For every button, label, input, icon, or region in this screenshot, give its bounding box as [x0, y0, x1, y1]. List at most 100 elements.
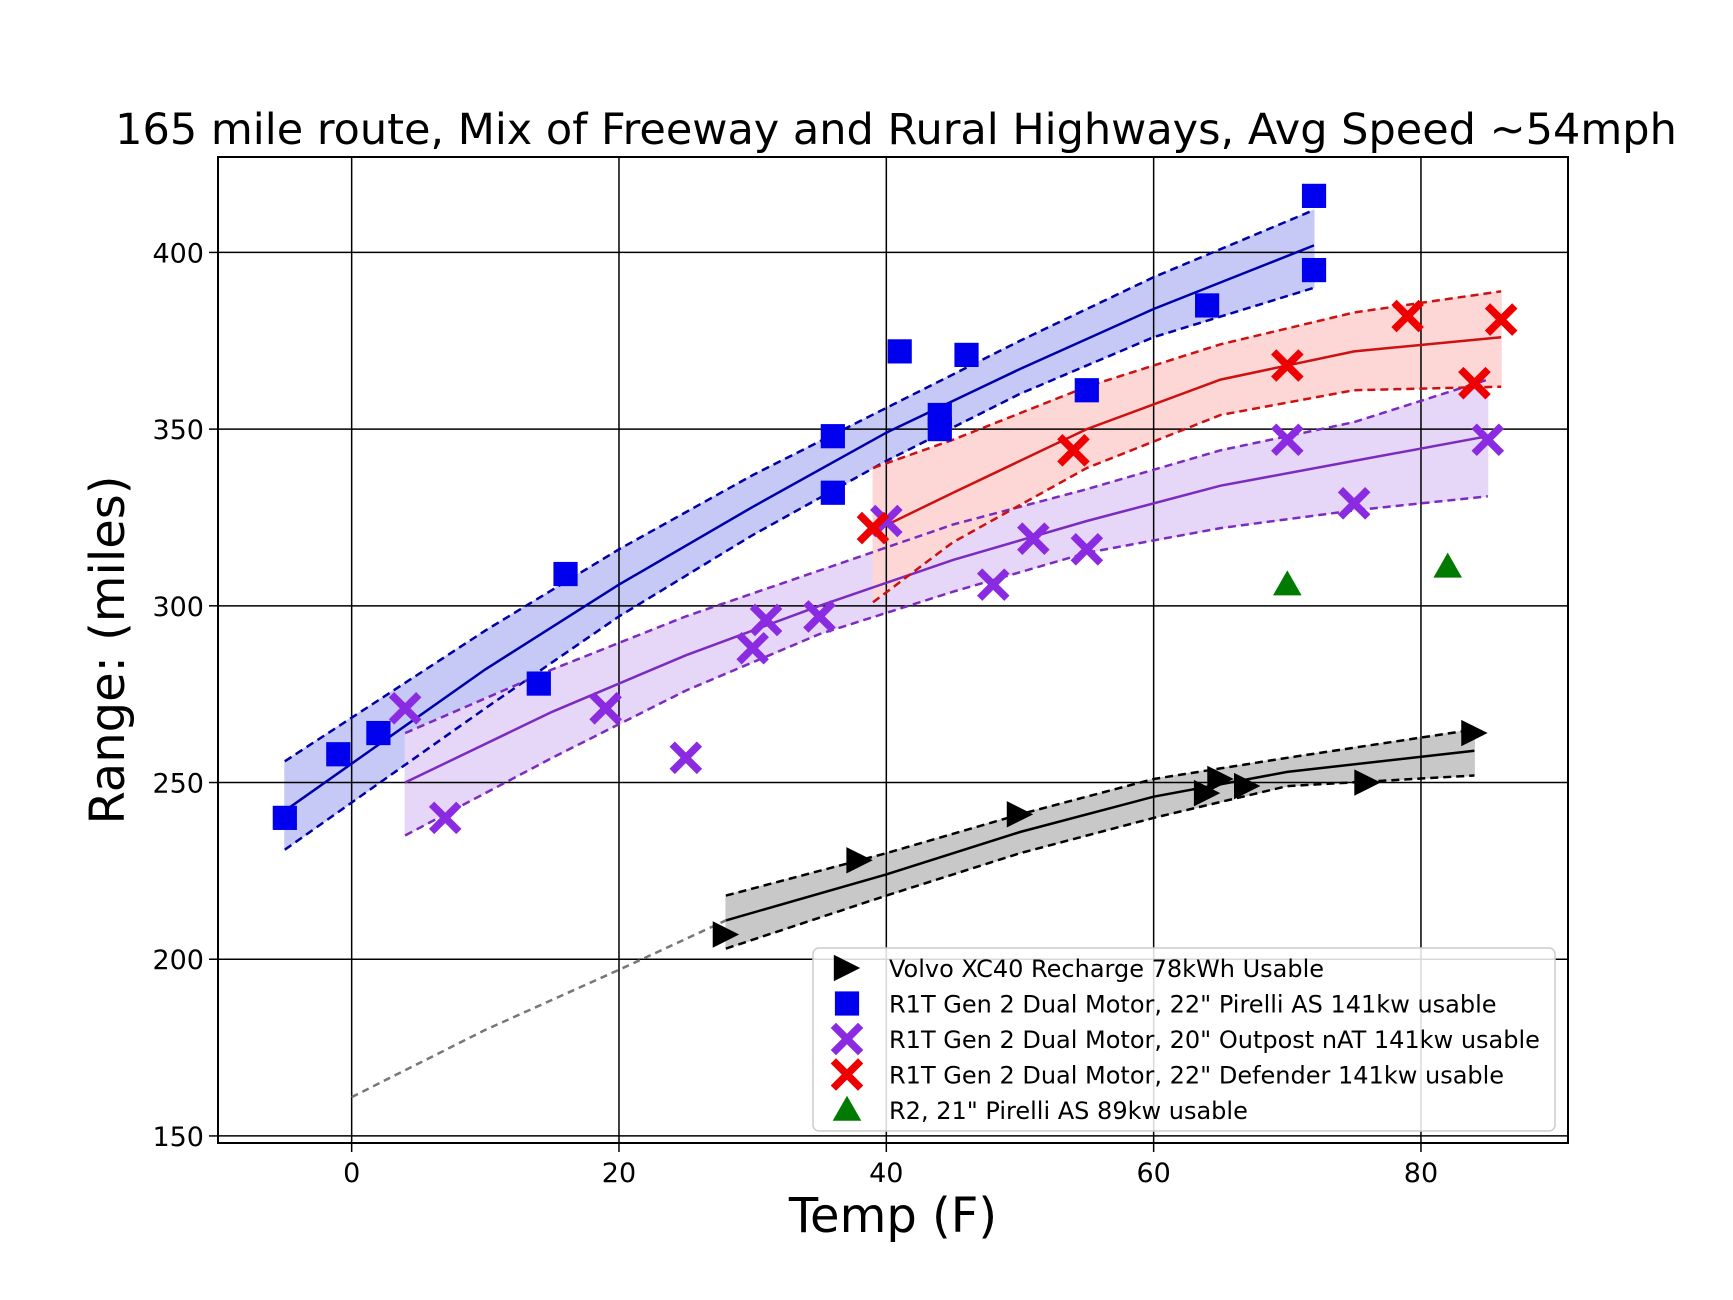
fit-lines	[284, 208, 1502, 1099]
chart-title: 165 mile route, Mix of Freeway and Rural…	[115, 105, 1677, 155]
data-point-3-4-stroke-b	[1458, 366, 1491, 400]
data-point-1-1	[326, 742, 351, 767]
data-point-0-5	[1234, 772, 1261, 800]
series-0-markers	[712, 719, 1488, 948]
lower-bound-line-1	[284, 286, 1315, 851]
fit-line-2	[404, 434, 1489, 784]
data-point-0-3	[1193, 779, 1221, 807]
legend-marker-3-stroke-b	[830, 1058, 864, 1091]
extrapolation-line-0	[351, 919, 727, 1099]
data-point-1-7	[887, 339, 912, 364]
data-point-2-8	[976, 568, 1010, 601]
data-point-1-14	[1301, 257, 1327, 283]
data-point-2-0	[388, 692, 422, 725]
data-point-3-4	[1458, 366, 1491, 400]
data-point-3-1	[1057, 434, 1090, 467]
data-point-2-13	[1471, 423, 1505, 457]
data-point-2-2-stroke-b	[589, 692, 622, 725]
fit-line-3	[872, 335, 1502, 533]
series-1-markers	[272, 183, 1327, 830]
data-point-4-1	[1433, 552, 1463, 578]
y-tick-label-200: 200	[152, 945, 204, 976]
data-point-2-5-stroke-b	[749, 603, 783, 637]
data-point-1-10	[954, 342, 979, 368]
data-point-1-9	[927, 417, 952, 442]
x-tick-label-20: 20	[602, 1158, 636, 1189]
data-point-1-12	[1195, 293, 1220, 318]
y-tick-label-150: 150	[152, 1122, 204, 1153]
data-point-2-13-stroke-b	[1471, 423, 1505, 457]
data-point-2-12	[1337, 487, 1371, 520]
legend-marker-4	[832, 1095, 862, 1121]
data-point-2-4-stroke-b	[736, 631, 769, 665]
fit-line-1	[284, 244, 1315, 812]
legend-box	[812, 947, 1556, 1132]
y-tick-label-250: 250	[152, 769, 204, 800]
data-point-0-0	[712, 921, 740, 948]
data-point-2-10	[1070, 532, 1104, 566]
upper-bound-line-2	[404, 378, 1489, 735]
data-point-2-6	[803, 600, 836, 633]
data-point-2-1-stroke-b	[428, 801, 462, 835]
legend-label-0: Volvo XC40 Recharge 78kWh Usable	[889, 955, 1324, 983]
legend-marker-1	[834, 991, 860, 1016]
y-tick-label-300: 300	[152, 592, 204, 623]
data-point-2-3-stroke-b	[669, 741, 703, 775]
data-point-2-1	[428, 801, 462, 835]
data-point-2-11	[1271, 423, 1304, 457]
lower-bound-line-2	[404, 495, 1488, 837]
data-point-1-2	[366, 720, 391, 746]
data-point-1-13	[1301, 183, 1327, 208]
data-point-0-7	[1461, 719, 1488, 747]
data-point-0-2	[1006, 801, 1034, 828]
x-tick-label-60: 60	[1136, 1158, 1170, 1189]
data-markers	[272, 183, 1518, 948]
data-point-3-5-stroke-b	[1484, 303, 1518, 336]
fit-line-0	[725, 749, 1475, 922]
legend-marker-2-stroke-b	[830, 1022, 864, 1056]
data-point-1-5	[820, 424, 845, 449]
upper-bound-line-3	[872, 290, 1502, 470]
data-point-2-3	[669, 741, 703, 775]
series-4-markers	[1273, 552, 1463, 596]
plot-frame	[217, 156, 1569, 1144]
legend-label-1: R1T Gen 2 Dual Motor, 22" Pirelli AS 141…	[889, 991, 1497, 1019]
data-point-3-1-stroke-b	[1057, 434, 1090, 467]
y-axis-label: Range: (miles)	[80, 476, 136, 825]
data-point-2-10-stroke-b	[1070, 532, 1104, 566]
legend-marker-0	[833, 954, 861, 982]
legend-label-3: R1T Gen 2 Dual Motor, 22" Defender 141kw…	[889, 1062, 1504, 1090]
data-point-2-11-stroke-b	[1271, 423, 1304, 457]
data-point-1-6	[820, 480, 845, 505]
x-axis-label: Temp (F)	[788, 1188, 997, 1244]
legend: Volvo XC40 Recharge 78kWh Usable R1T Gen …	[812, 947, 1556, 1132]
y-tick-label-350: 350	[152, 415, 204, 446]
data-point-3-3	[1391, 299, 1424, 333]
data-point-4-0	[1273, 570, 1302, 596]
lower-bound-line-3	[872, 385, 1502, 604]
data-point-0-4	[1207, 765, 1234, 793]
y-tick-label-400: 400	[152, 238, 204, 269]
series-3-markers	[856, 299, 1518, 545]
legend-marker-3	[830, 1058, 864, 1091]
data-point-1-0	[272, 805, 297, 830]
data-point-2-9	[1017, 522, 1050, 555]
data-point-3-2-stroke-b	[1271, 349, 1304, 382]
series-2-markers	[388, 423, 1505, 835]
data-point-2-8-stroke-b	[976, 568, 1010, 601]
data-point-1-11	[1074, 378, 1099, 403]
data-point-2-5	[749, 603, 783, 637]
legend-label-2: R1T Gen 2 Dual Motor, 20" Outpost nAT 14…	[889, 1026, 1540, 1054]
x-tick-label-40: 40	[869, 1158, 903, 1189]
data-point-1-3	[526, 671, 551, 696]
upper-bound-line-1	[284, 208, 1315, 763]
data-point-0-6	[1354, 769, 1381, 796]
data-point-0-1	[846, 847, 873, 874]
data-point-2-12-stroke-b	[1337, 487, 1371, 520]
data-point-2-0-stroke-b	[388, 692, 422, 725]
x-tick-label-80: 80	[1404, 1158, 1438, 1189]
axis-ticks: 0 20 40 60 80 150 200 250 300 350 400	[152, 238, 1438, 1189]
data-point-2-6-stroke-b	[803, 600, 836, 633]
data-point-2-2	[589, 692, 622, 725]
